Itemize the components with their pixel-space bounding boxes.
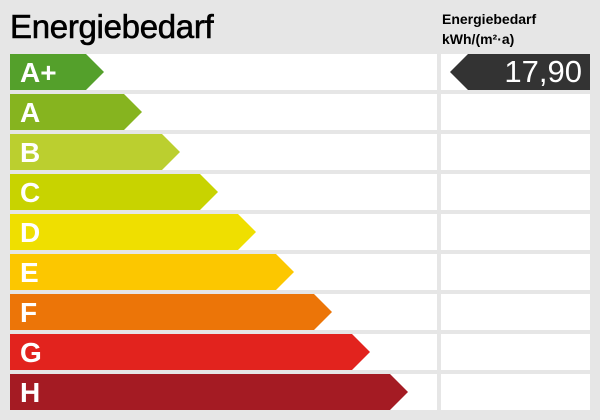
energy-value: 17,90	[504, 54, 582, 89]
value-cell	[441, 214, 590, 250]
unit-label: Energiebedarf kWh/(m²·a)	[442, 9, 536, 49]
energy-class-bar: A	[10, 94, 142, 130]
energy-class-bar: E	[10, 254, 294, 290]
value-cell	[441, 134, 590, 170]
value-cell	[441, 294, 590, 330]
energy-class-row: C	[10, 174, 437, 210]
energy-class-row: A	[10, 94, 437, 130]
energy-class-label: G	[20, 337, 42, 368]
energy-class-label: D	[20, 217, 41, 248]
value-indicator: 17,90	[450, 54, 590, 90]
value-cell	[441, 374, 590, 410]
energy-class-row: A+	[10, 54, 437, 90]
energy-class-row: G	[10, 334, 437, 370]
energy-class-label: H	[20, 377, 41, 408]
energy-class-bar: B	[10, 134, 180, 170]
energy-class-label: A	[20, 97, 41, 128]
value-cell	[441, 174, 590, 210]
energy-class-label: B	[20, 137, 41, 168]
energy-class-label: E	[20, 257, 39, 288]
value-cell	[441, 94, 590, 130]
value-cell	[441, 334, 590, 370]
energy-class-bar: C	[10, 174, 218, 210]
energy-class-bar: H	[10, 374, 408, 410]
energy-class-row: H	[10, 374, 437, 410]
energy-class-row: E	[10, 254, 437, 290]
value-cell: 17,90	[441, 54, 590, 90]
unit-label-line1: Energiebedarf	[442, 11, 537, 27]
energy-class-bar: A+	[10, 54, 104, 90]
energy-class-label: C	[20, 177, 41, 208]
page-title: Energiebedarf	[10, 8, 214, 46]
energy-class-label: A+	[20, 57, 57, 88]
energy-class-label: F	[20, 297, 38, 328]
energy-class-row: D	[10, 214, 437, 250]
energy-class-row: B	[10, 134, 437, 170]
unit-label-line2: kWh/(m²·a)	[442, 31, 515, 47]
energy-class-bar: G	[10, 334, 370, 370]
energy-class-bar: F	[10, 294, 332, 330]
energy-class-row: F	[10, 294, 437, 330]
energy-class-bar: D	[10, 214, 256, 250]
value-cell	[441, 254, 590, 290]
